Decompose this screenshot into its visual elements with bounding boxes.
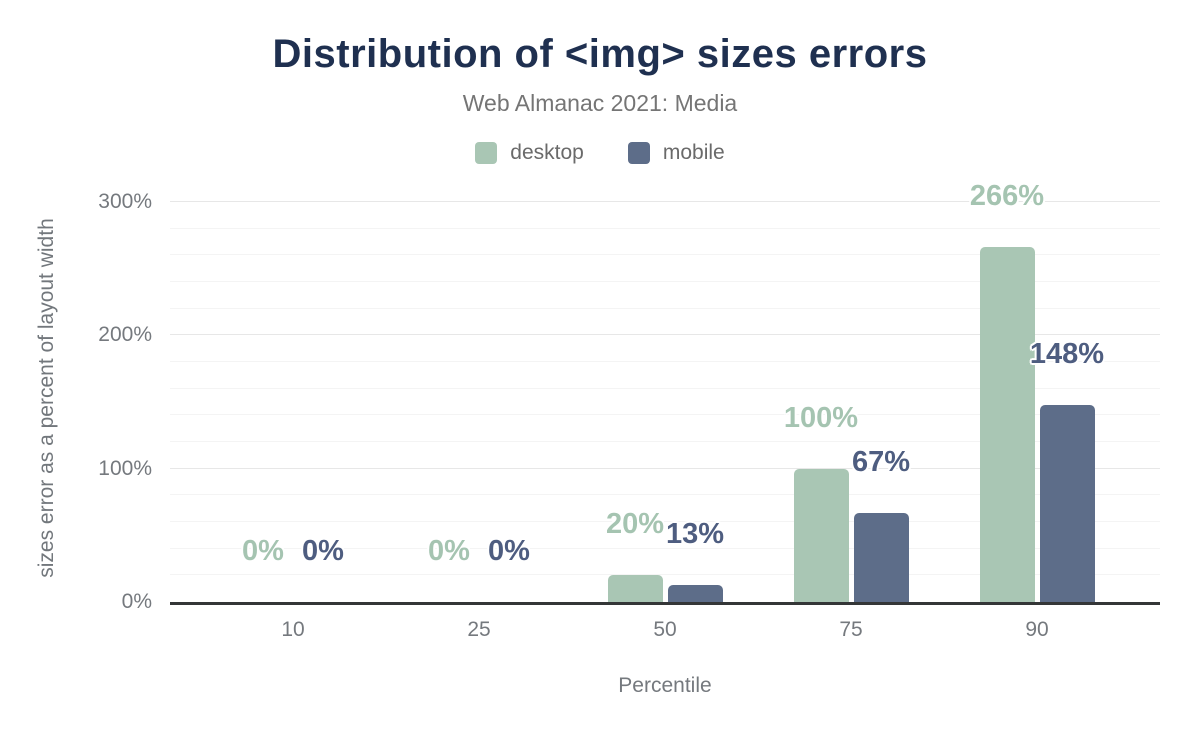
gridline-260pct <box>170 254 1160 256</box>
legend-swatch-desktop-icon <box>475 142 498 164</box>
x-tick-label-90: 90 <box>1025 618 1049 641</box>
plot-area: 0% 100% 200% 300% 0% 0% 10 0% 0% 25 20% 13% 50 100% 6… <box>98 180 1160 697</box>
bar-mobile-p90[interactable]: 148% <box>1030 338 1104 602</box>
x-tick-label-25: 25 <box>467 618 491 641</box>
y-tick-label-100: 100% <box>98 456 152 480</box>
bar-group-p90: 266% 148% 90 <box>944 180 1130 641</box>
legend-label-desktop: desktop <box>510 141 584 164</box>
data-label-mobile-p10: 0% <box>302 535 344 567</box>
bar-mobile-p50[interactable]: 13% <box>666 518 724 602</box>
x-axis-title: Percentile <box>618 674 712 697</box>
gridline-180pct <box>170 361 1160 362</box>
data-label-mobile-p25: 0% <box>488 535 530 567</box>
gridline-160pct <box>170 387 1160 389</box>
chart-title: Distribution of <img> sizes errors <box>272 32 928 76</box>
bars-region: 0% 0% 10 0% 0% 25 20% 13% 50 100% 67% 75 266% 148% 90 <box>200 180 1130 641</box>
legend-item-desktop[interactable]: desktop <box>475 141 584 165</box>
bar-desktop-p50[interactable]: 20% <box>606 508 664 602</box>
legend-item-mobile[interactable]: mobile <box>627 141 725 165</box>
legend-label-mobile: mobile <box>662 141 725 164</box>
x-tick-label-50: 50 <box>653 618 677 641</box>
bar-group-p10: 0% 0% 10 <box>200 190 386 641</box>
x-tick-label-10: 10 <box>281 618 305 641</box>
gridline-240pct <box>170 281 1160 282</box>
y-tick-label-300: 300% <box>98 190 152 213</box>
data-label-mobile-p90: 148% <box>1029 337 1105 370</box>
bar-desktop-p90[interactable]: 266% <box>970 180 1044 602</box>
chart-subtitle: Web Almanac 2021: Media <box>462 90 738 116</box>
gridline-40pct <box>170 547 1160 549</box>
gridline-280pct <box>170 227 1160 229</box>
y-tick-label-200: 200% <box>98 323 152 347</box>
gridline-200pct <box>170 334 1160 336</box>
data-label-mobile-p75: 67% <box>851 445 911 478</box>
gridline-120pct <box>170 441 1160 442</box>
legend: desktop mobile <box>0 141 1200 165</box>
bar-mobile-p75[interactable]: 67% <box>852 446 910 602</box>
data-label-desktop-p90: 266% <box>969 180 1045 213</box>
data-label-desktop-p75: 100% <box>783 401 859 434</box>
bar-group-p75: 100% 67% 75 <box>758 190 944 641</box>
y-axis-title: sizes error as a percent of layout width <box>35 218 58 578</box>
gridline-80pct <box>170 494 1160 496</box>
data-label-desktop-p10: 0% <box>242 535 284 567</box>
x-tick-label-75: 75 <box>839 618 863 641</box>
gridline-60pct <box>170 521 1160 522</box>
data-label-desktop-p25: 0% <box>428 535 470 567</box>
bar-group-p25: 0% 0% 25 <box>386 190 572 641</box>
y-tick-label-0: 0% <box>121 590 152 613</box>
gridline-100pct <box>170 467 1160 469</box>
gridline-220pct <box>170 307 1160 309</box>
gridline-20pct <box>170 574 1160 576</box>
bar-desktop-p75[interactable]: 100% <box>784 402 858 602</box>
data-label-mobile-p50: 13% <box>665 517 725 550</box>
gridline-140pct <box>170 414 1160 416</box>
bar-group-p50: 20% 13% 50 <box>572 190 758 641</box>
legend-swatch-mobile-icon <box>627 142 650 164</box>
gridline-300pct <box>170 201 1160 202</box>
data-label-desktop-p50: 20% <box>605 508 665 541</box>
